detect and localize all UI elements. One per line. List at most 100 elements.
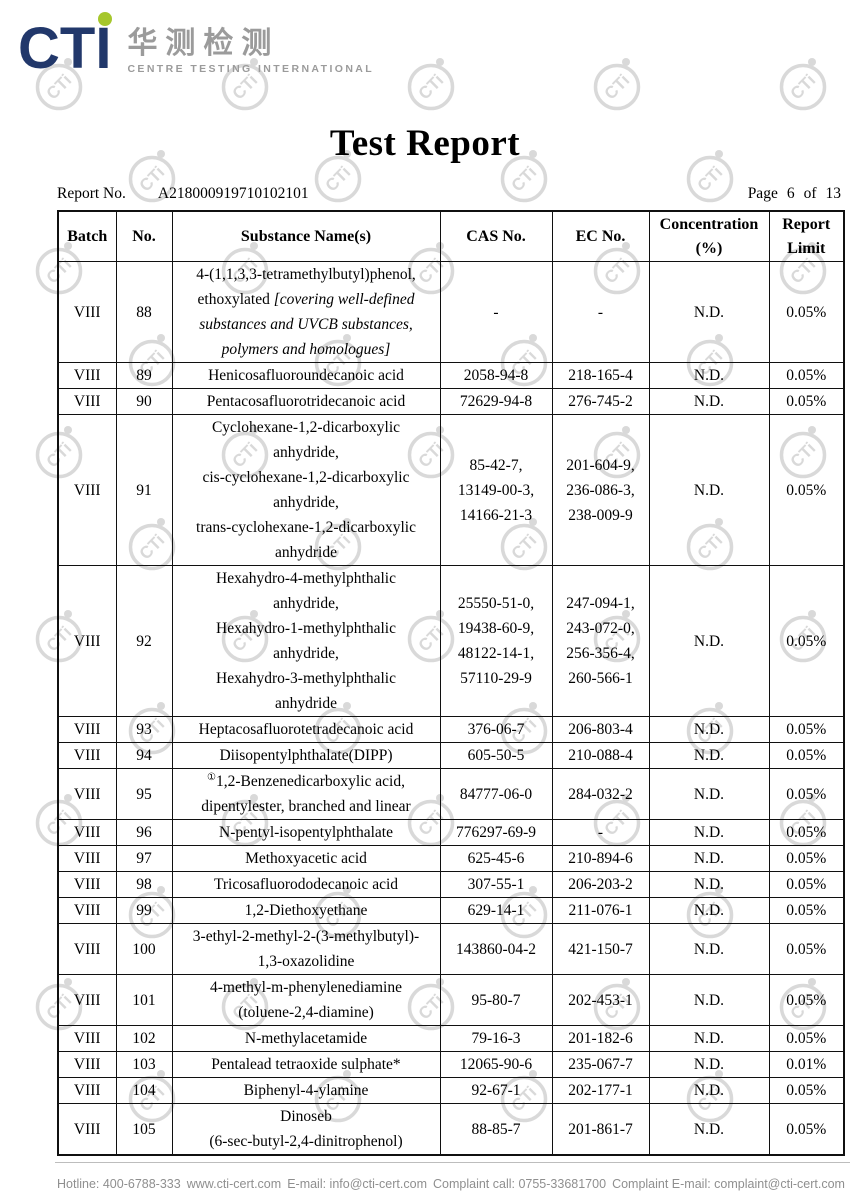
cell-batch: VIII bbox=[57, 362, 117, 389]
table-row: VIII 95 ①1,2-Benzenedicarboxylic acid, dipe… bbox=[57, 768, 845, 820]
table-row: VIII 96 N-pentyl-isopentylphthalate 776297-… bbox=[57, 819, 845, 846]
cell-batch: VIII bbox=[57, 819, 117, 846]
cell-limit: 0.05% bbox=[768, 871, 845, 898]
table-header-row: Batch No. Substance Name(s) CAS No. EC No. Co… bbox=[57, 210, 845, 262]
cell-no: 90 bbox=[115, 388, 173, 415]
cell-limit: 0.05% bbox=[768, 565, 845, 717]
cell-concentration: N.D. bbox=[648, 565, 770, 717]
cell-limit: 0.05% bbox=[768, 897, 845, 924]
cell-limit: 0.05% bbox=[768, 362, 845, 389]
report-no-label: Report No. bbox=[57, 185, 126, 202]
cell-limit: 0.05% bbox=[768, 845, 845, 872]
cti-logo-green-dot-icon bbox=[98, 12, 113, 26]
report-number: Report No. A218000919710102101 bbox=[57, 184, 309, 204]
cell-no: 93 bbox=[115, 716, 173, 743]
footer-item-3: Complaint call: 0755-33681700 bbox=[433, 1177, 607, 1191]
cell-concentration: N.D. bbox=[648, 1025, 770, 1052]
table-row: VIII 105 Dinoseb (6-sec-butyl-2,4-dinitroph… bbox=[57, 1103, 845, 1156]
cell-ec: 210-894-6 bbox=[551, 845, 650, 872]
cell-limit: 0.05% bbox=[768, 1025, 845, 1052]
cell-substance: Methoxyacetic acid bbox=[171, 845, 441, 872]
cti-watermark-icon: CTi bbox=[314, 150, 362, 203]
cti-logo-text: CTI bbox=[18, 16, 112, 81]
cell-batch: VIII bbox=[57, 414, 117, 566]
table-row: VIII 103 Pentalead tetraoxide sulphate* 120… bbox=[57, 1051, 845, 1078]
cell-substance: Pentalead tetraoxide sulphate* bbox=[171, 1051, 441, 1078]
cell-ec: - bbox=[551, 261, 650, 363]
cell-ec: 276-745-2 bbox=[551, 388, 650, 415]
cell-no: 97 bbox=[115, 845, 173, 872]
cell-limit: 0.05% bbox=[768, 716, 845, 743]
cell-no: 104 bbox=[115, 1077, 173, 1104]
footer-item-2: E-mail: info@cti-cert.com bbox=[287, 1177, 427, 1191]
cell-cas: 88-85-7 bbox=[439, 1103, 553, 1156]
cell-substance: Dinoseb (6-sec-butyl-2,4-dinitrophenol) bbox=[171, 1103, 441, 1156]
table-row: VIII 104 Biphenyl-4-ylamine 92-67-1 202-177-… bbox=[57, 1077, 845, 1104]
cell-cas: 25550-51-0, 19438-60-9, 48122-14-1, 57110-2… bbox=[439, 565, 553, 717]
cell-ec: 421-150-7 bbox=[551, 923, 650, 975]
cell-concentration: N.D. bbox=[648, 362, 770, 389]
cell-no: 100 bbox=[115, 923, 173, 975]
cell-limit: 0.05% bbox=[768, 819, 845, 846]
cell-limit: 0.05% bbox=[768, 261, 845, 363]
cell-cas: 72629-94-8 bbox=[439, 388, 553, 415]
cell-ec: 201-182-6 bbox=[551, 1025, 650, 1052]
cell-ec: 201-861-7 bbox=[551, 1103, 650, 1156]
cell-substance: 1,2-Diethoxyethane bbox=[171, 897, 441, 924]
cell-concentration: N.D. bbox=[648, 1103, 770, 1156]
cell-cas: 143860-04-2 bbox=[439, 923, 553, 975]
table-row: VIII 102 N-methylacetamide 79-16-3 201-182-6… bbox=[57, 1025, 845, 1052]
cell-substance: 3-ethyl-2-methyl-2-(3-methylbutyl)- 1,3-o… bbox=[171, 923, 441, 975]
cell-limit: 0.01% bbox=[768, 1051, 845, 1078]
cell-substance: Tricosafluorododecanoic acid bbox=[171, 871, 441, 898]
cell-cas: 776297-69-9 bbox=[439, 819, 553, 846]
cell-substance: Hexahydro-4-methylphthalic anhydride, Hexa… bbox=[171, 565, 441, 717]
page-indicator: Page 6 of 13 bbox=[748, 184, 841, 204]
cell-batch: VIII bbox=[57, 974, 117, 1026]
table-row: VIII 94 Diisopentylphthalate(DIPP) 605-50-5… bbox=[57, 742, 845, 769]
cell-ec: - bbox=[551, 819, 650, 846]
table-row: VIII 89 Henicosafluoroundecanoic acid 2058-… bbox=[57, 362, 845, 389]
cell-batch: VIII bbox=[57, 1077, 117, 1104]
cell-batch: VIII bbox=[57, 845, 117, 872]
table-row: VIII 100 3-ethyl-2-methyl-2-(3-methylbutyl… bbox=[57, 923, 845, 975]
logo-chinese-name: 华测检测 bbox=[127, 26, 280, 61]
cell-cas: 376-06-7 bbox=[439, 716, 553, 743]
cell-cas: 12065-90-6 bbox=[439, 1051, 553, 1078]
cell-no: 103 bbox=[115, 1051, 173, 1078]
cell-batch: VIII bbox=[57, 565, 117, 717]
cell-ec: 235-067-7 bbox=[551, 1051, 650, 1078]
table-row: VIII 99 1,2-Diethoxyethane 629-14-1 211-076-… bbox=[57, 897, 845, 924]
cti-watermark-icon: CTi bbox=[686, 150, 734, 203]
page-of-label: of bbox=[803, 185, 817, 202]
table-row: VIII 93 Heptacosafluorotetradecanoic acid 3… bbox=[57, 716, 845, 743]
cell-concentration: N.D. bbox=[648, 845, 770, 872]
cti-watermark-icon: CTi bbox=[35, 58, 83, 111]
table-row: VIII 92 Hexahydro-4-methylphthalic anhydrid… bbox=[57, 565, 845, 717]
cell-ec: 202-453-1 bbox=[551, 974, 650, 1026]
cell-batch: VIII bbox=[57, 923, 117, 975]
cell-no: 92 bbox=[115, 565, 173, 717]
cell-concentration: N.D. bbox=[648, 1077, 770, 1104]
cell-concentration: N.D. bbox=[648, 388, 770, 415]
cell-no: 88 bbox=[115, 261, 173, 363]
cti-watermark-icon: CTi bbox=[128, 150, 176, 203]
cell-ec: 202-177-1 bbox=[551, 1077, 650, 1104]
cell-concentration: N.D. bbox=[648, 819, 770, 846]
cell-batch: VIII bbox=[57, 1103, 117, 1156]
cti-watermark-icon: CTi bbox=[779, 58, 827, 111]
cell-concentration: N.D. bbox=[648, 923, 770, 975]
footer-item-1: www.cti-cert.com bbox=[186, 1177, 282, 1191]
cell-cas: 85-42-7, 13149-00-3, 14166-21-3 bbox=[439, 414, 553, 566]
cell-substance: Heptacosafluorotetradecanoic acid bbox=[171, 716, 441, 743]
cell-substance: Diisopentylphthalate(DIPP) bbox=[171, 742, 441, 769]
header-cell-1: No. bbox=[115, 210, 173, 262]
header-cell-5: Concentration (%) bbox=[648, 210, 770, 262]
cell-ec: 210-088-4 bbox=[551, 742, 650, 769]
page-label: Page bbox=[747, 185, 778, 202]
header-cell-6: Report Limit bbox=[768, 210, 845, 262]
table-row: VIII 88 4-(1,1,3,3-tetramethylbutyl)phenol… bbox=[57, 261, 845, 363]
cell-batch: VIII bbox=[57, 1051, 117, 1078]
table-row: VIII 90 Pentacosafluorotridecanoic acid 726… bbox=[57, 388, 845, 415]
